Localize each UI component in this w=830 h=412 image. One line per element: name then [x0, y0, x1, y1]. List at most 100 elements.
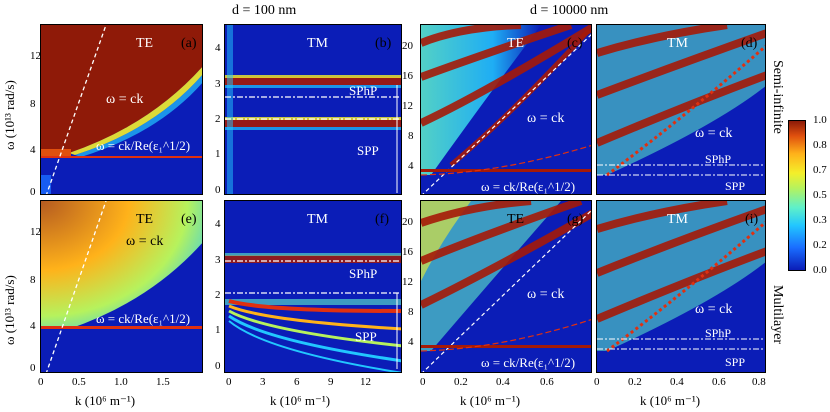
xtick-g-04: 0.4 [496, 376, 510, 388]
panel-i-label: (i) [745, 212, 759, 227]
xtick-f-0: 0 [226, 376, 232, 388]
ytick-f-2: 2 [215, 289, 221, 301]
panel-e-ann-1: ω = ck [126, 234, 163, 249]
panel-a-light-line [46, 25, 107, 194]
ytick-c-4: 4 [408, 160, 414, 172]
panel-e: TE (e) ω = ck ω = ck/Re(ε₁^1/2) [40, 200, 203, 373]
ytick-g-8: 8 [408, 306, 414, 318]
xlabel-b: k (10⁶ m⁻¹) [270, 393, 331, 408]
ytick-a-4: 4 [30, 144, 36, 156]
panel-c-label: (c) [567, 36, 583, 51]
panel-b-ann-1: SPhP [349, 83, 377, 98]
panel-g-ann-1: ω = ck [527, 287, 564, 302]
cbar-tick-3: 0.7 [813, 164, 827, 176]
ytick-f-0: 0 [215, 360, 221, 372]
cbar-tick-6: 0.2 [813, 239, 827, 251]
ytick-f-3: 3 [215, 254, 221, 266]
cbar-tick-7: 0.0 [813, 264, 827, 276]
header-d100: d = 100 nm [232, 3, 297, 18]
panel-i-svg: TM (i) ω = ck SPhP SPP [597, 201, 765, 372]
xtick-e-10: 1.0 [114, 376, 128, 388]
ytick-e-8: 8 [30, 274, 36, 286]
panel-d-label: (d) [741, 36, 758, 51]
xlabel-a: k (10⁶ m⁻¹) [75, 393, 136, 408]
panel-e-svg: TE (e) ω = ck ω = ck/Re(ε₁^1/2) [41, 201, 202, 372]
header-d10000: d = 10000 nm [530, 3, 609, 18]
panel-i-mode: TM [667, 212, 689, 227]
panel-g-svg: TE (g) ω = ck ω = ck/Re(ε₁^1/2) [421, 201, 591, 372]
ytick-f-4: 4 [215, 218, 221, 230]
ytick-e-12: 12 [30, 226, 41, 238]
ylabel-top: ω (10¹³ rad/s) [2, 80, 17, 150]
ytick-c-12: 12 [402, 100, 413, 112]
panel-a-red-line [41, 156, 202, 158]
ytick-b-3: 3 [215, 78, 221, 90]
ytick-g-20: 20 [402, 216, 413, 228]
xtick-f-12: 12 [360, 376, 371, 388]
cbar-tick-2: 0.8 [813, 139, 827, 151]
panel-a-label: (a) [181, 36, 197, 51]
panel-a-svg: TE (a) ω = ck ω = ck/Re(ε₁^1/2) [41, 25, 202, 194]
ytick-c-8: 8 [408, 130, 414, 142]
panel-i-ann-2: SPhP [705, 326, 731, 340]
xtick-g-02: 0.2 [454, 376, 468, 388]
cbar-tick-1: 1.0 [813, 114, 827, 126]
xlabel-d: k (10⁶ m⁻¹) [640, 393, 701, 408]
panel-b-svg: TM (b) SPhP SPP [225, 25, 401, 194]
row-label-bottom: Multilayer [770, 285, 785, 345]
ytick-g-12: 12 [402, 276, 413, 288]
cbar-tick-5: 0.3 [813, 214, 827, 226]
xtick-f-6: 6 [294, 376, 300, 388]
ytick-c-20: 20 [402, 40, 413, 52]
xlabel-c: k (10⁶ m⁻¹) [460, 393, 521, 408]
xtick-e-05: 0.5 [72, 376, 86, 388]
panel-a-ann-1: ω = ck [106, 92, 143, 107]
panel-a-dark-region [41, 25, 202, 153]
panel-f-ann-2: SPP [355, 329, 377, 344]
ytick-g-16: 16 [402, 246, 413, 258]
panel-f: TM (f) SPhP SPP [224, 200, 402, 373]
panel-e-label: (e) [181, 212, 197, 227]
ytick-b-2: 2 [215, 113, 221, 125]
ytick-b-4: 4 [215, 42, 221, 54]
panel-g-mode: TE [507, 212, 524, 227]
panel-d-mode: TM [667, 36, 689, 51]
xtick-e-15: 1.5 [156, 376, 170, 388]
xtick-i-04: 0.4 [670, 376, 684, 388]
panel-i-ann-3: SPP [725, 355, 745, 369]
ytick-a-8: 8 [30, 98, 36, 110]
panel-d-ann-1: ω = ck [695, 126, 732, 141]
ytick-g-4: 4 [408, 336, 414, 348]
ytick-a-12: 12 [30, 50, 41, 62]
panel-f-ann-1: SPhP [349, 266, 377, 281]
xtick-i-0: 0 [594, 376, 600, 388]
panel-a-mode: TE [136, 36, 153, 51]
panel-b-ann-2: SPP [357, 143, 379, 158]
xtick-i-06: 0.6 [712, 376, 726, 388]
ytick-a-0: 0 [30, 186, 36, 198]
panel-f-mode: TM [307, 212, 329, 227]
panel-d: TM (d) ω = ck SPhP SPP [596, 24, 766, 195]
panel-g: TE (g) ω = ck ω = ck/Re(ε₁^1/2) [420, 200, 592, 373]
ytick-f-1: 1 [215, 324, 221, 336]
panel-b-mode: TM [307, 36, 329, 51]
panel-d-ann-2: SPhP [705, 152, 731, 166]
xtick-e-0: 0 [38, 376, 44, 388]
panel-c-mode: TE [507, 36, 524, 51]
panel-d-ann-3: SPP [725, 179, 745, 193]
panel-i: TM (i) ω = ck SPhP SPP [596, 200, 766, 373]
panel-a-ann-2: ω = ck/Re(ε₁^1/2) [96, 138, 190, 153]
panel-a: TE (a) ω = ck ω = ck/Re(ε₁^1/2) [40, 24, 203, 195]
panel-c-ann-1: ω = ck [527, 111, 564, 126]
ytick-c-16: 16 [402, 70, 413, 82]
xtick-g-06: 0.6 [540, 376, 554, 388]
panel-d-svg: TM (d) ω = ck SPhP SPP [597, 25, 765, 194]
panel-f-svg: TM (f) SPhP SPP [225, 201, 401, 372]
panel-b-label: (b) [375, 36, 392, 51]
panel-c-ann-2: ω = ck/Re(ε₁^1/2) [481, 179, 575, 194]
xtick-i-02: 0.2 [628, 376, 642, 388]
xtick-f-3: 3 [260, 376, 266, 388]
panel-e-mode: TE [136, 212, 153, 227]
panel-g-ann-2: ω = ck/Re(ε₁^1/2) [481, 355, 575, 370]
panel-b: TM (b) SPhP SPP [224, 24, 402, 195]
